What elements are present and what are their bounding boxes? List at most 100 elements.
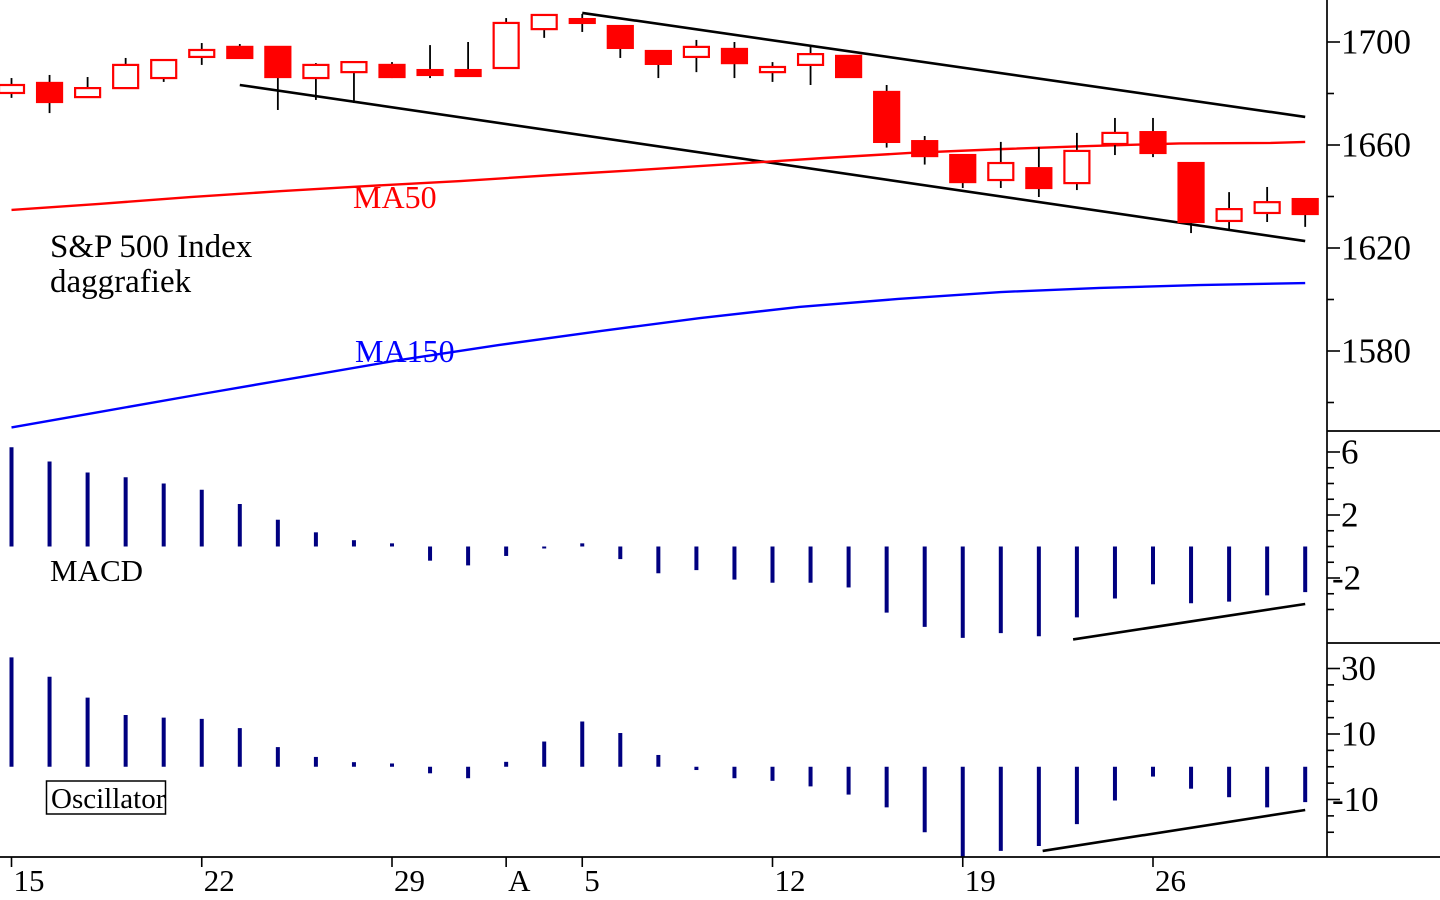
price-panel xyxy=(0,11,1319,429)
candle-body-down xyxy=(1291,197,1319,216)
candle-body-up xyxy=(150,58,178,80)
candle-body-down xyxy=(949,153,977,184)
y-tick-label: -10 xyxy=(1332,780,1379,819)
candle xyxy=(226,44,254,60)
candle-body-down xyxy=(226,45,254,60)
candle xyxy=(492,18,520,70)
candle-body-down xyxy=(911,140,939,158)
candle-body-down xyxy=(644,49,672,65)
candle-body-down xyxy=(873,90,901,144)
candle xyxy=(150,58,178,82)
x-tick-label: 5 xyxy=(584,863,600,898)
upper-channel-line xyxy=(582,11,1306,119)
candle-body-up xyxy=(302,63,330,80)
candle xyxy=(1101,117,1129,156)
x-tick-label: A xyxy=(508,863,531,898)
candle-body-up xyxy=(758,65,787,74)
candle xyxy=(35,74,64,114)
candle xyxy=(302,63,330,100)
y-tick-label: 6 xyxy=(1341,433,1359,472)
ma150-line xyxy=(11,281,1306,429)
x-tick-label: 22 xyxy=(204,863,235,898)
candle xyxy=(73,77,102,99)
candle-body-up xyxy=(112,63,140,90)
x-tick-label: 26 xyxy=(1155,863,1186,898)
ma50-line xyxy=(11,140,1306,212)
macd-label: MACD xyxy=(50,553,143,588)
candle xyxy=(758,62,787,82)
candle xyxy=(530,13,558,38)
macd-support-line xyxy=(1072,602,1306,641)
y-tick-label: 1620 xyxy=(1341,229,1411,268)
y-tick-label: -2 xyxy=(1332,559,1361,598)
y-tick-label: 10 xyxy=(1341,715,1376,754)
candle xyxy=(834,54,863,79)
candle-body-down xyxy=(606,24,634,50)
lower-channel-line xyxy=(239,83,1306,243)
candle xyxy=(1025,147,1053,198)
candle-body-down xyxy=(416,68,444,77)
y-tick-label: 1660 xyxy=(1341,126,1411,165)
candle xyxy=(1063,132,1091,191)
instrument-title: S&P 500 Index xyxy=(50,229,253,265)
candle xyxy=(568,13,596,32)
candle-body-up xyxy=(0,83,26,95)
macd-panel xyxy=(9,447,1308,641)
candle-body-up xyxy=(682,45,711,59)
x-tick-label: 19 xyxy=(965,863,996,898)
candle-body-down xyxy=(264,45,292,79)
candle-body-up xyxy=(987,161,1015,182)
candle-body-up xyxy=(340,60,368,74)
candle-body-up xyxy=(796,53,825,67)
x-tick-label: 29 xyxy=(394,863,425,898)
oscillator-panel xyxy=(9,657,1308,858)
candle xyxy=(378,62,406,79)
candle xyxy=(1139,117,1167,158)
y-tick-label: 1580 xyxy=(1341,332,1411,371)
candle xyxy=(644,49,672,79)
candle-body-up xyxy=(1215,208,1243,223)
y-tick-label: 1700 xyxy=(1341,23,1411,62)
candle xyxy=(0,78,26,98)
candle xyxy=(949,153,977,189)
candle xyxy=(264,45,292,110)
ma50-label: MA50 xyxy=(353,179,437,215)
candle-body-up xyxy=(1253,201,1281,215)
candle xyxy=(416,45,444,79)
candle-body-up xyxy=(1101,131,1129,146)
candle xyxy=(1253,186,1281,222)
candle xyxy=(796,46,825,86)
candle-body-down xyxy=(1177,161,1205,224)
candle-body-down xyxy=(720,47,749,65)
candle xyxy=(1291,197,1319,227)
candle xyxy=(454,42,482,78)
oscillator-support-line xyxy=(1042,808,1306,853)
oscillator-label: Oscillator xyxy=(51,783,166,815)
x-tick-label: 15 xyxy=(14,863,45,898)
candle-body-up xyxy=(492,21,520,70)
candle xyxy=(682,39,711,73)
candle-body-down xyxy=(454,68,482,78)
candle-body-up xyxy=(1063,149,1091,185)
y-tick-label: 30 xyxy=(1341,649,1376,688)
candle xyxy=(873,85,901,148)
candle-body-up xyxy=(188,48,216,59)
candle-body-down xyxy=(1025,167,1053,190)
candle-body-up xyxy=(530,13,558,31)
candle xyxy=(720,42,749,79)
timeframe-subtitle: daggrafiek xyxy=(50,264,192,300)
candle-body-down xyxy=(35,81,64,104)
candle xyxy=(911,135,939,165)
candle xyxy=(1177,161,1205,234)
candle xyxy=(606,24,634,58)
candle-body-down xyxy=(378,63,406,79)
x-tick-label: 12 xyxy=(775,863,806,898)
candle xyxy=(987,141,1015,189)
candle xyxy=(1215,192,1243,230)
ma150-label: MA150 xyxy=(355,333,455,369)
y-tick-label: 2 xyxy=(1341,496,1359,535)
